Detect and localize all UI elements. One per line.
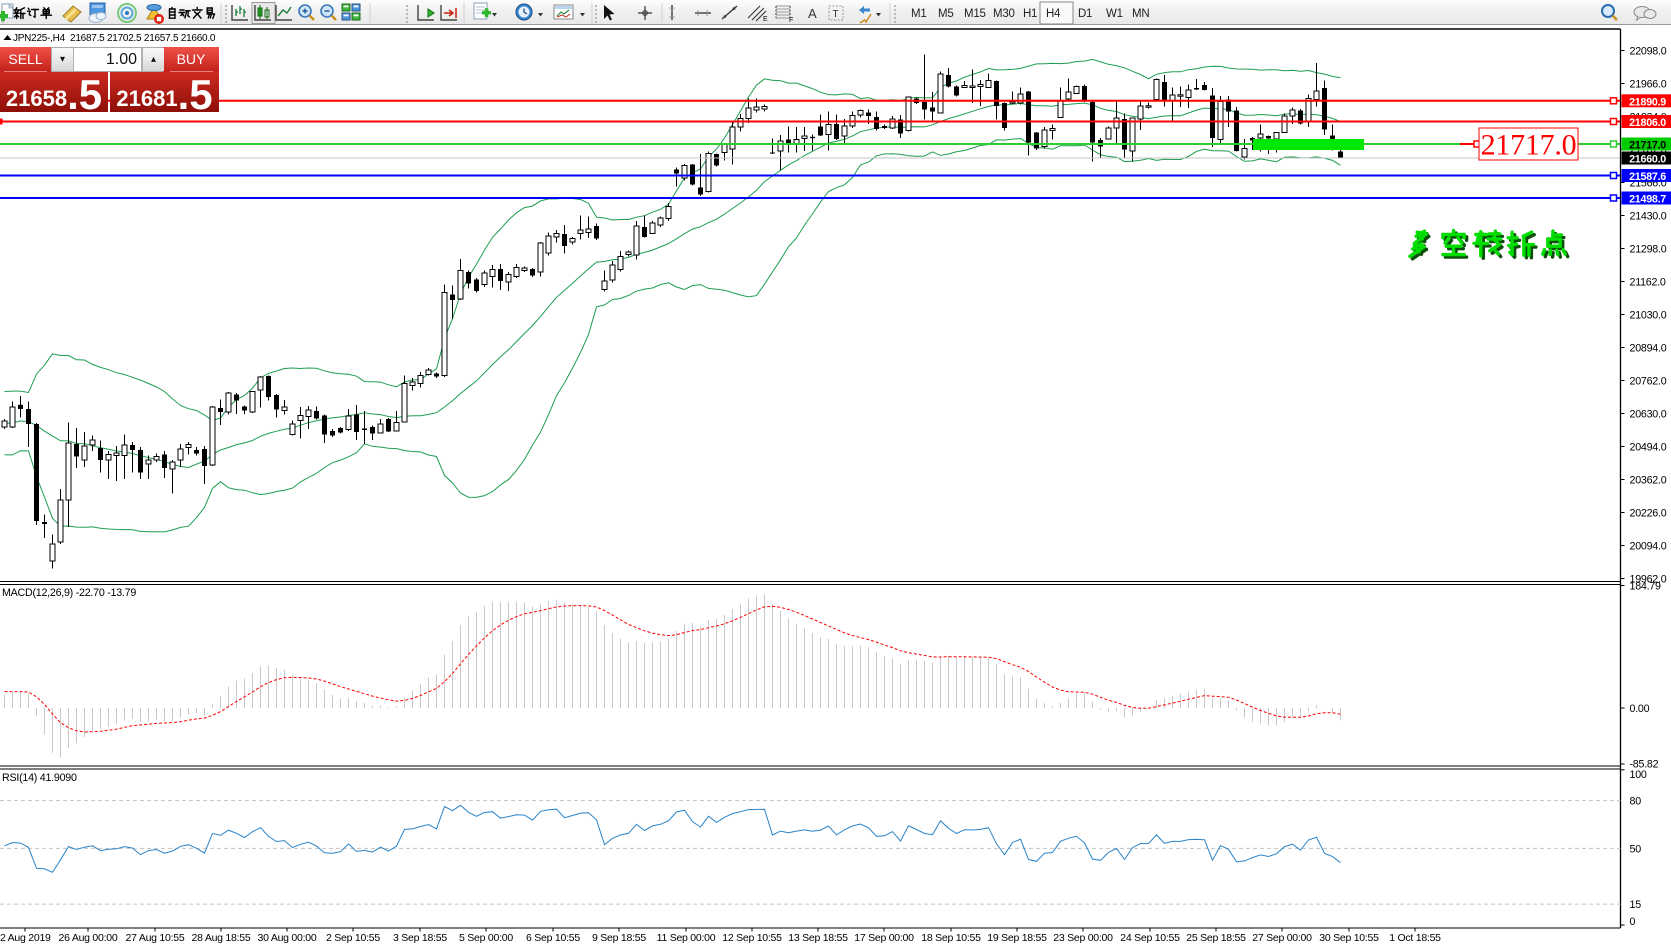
svg-text:20494.0: 20494.0: [1630, 442, 1667, 454]
svg-text:MN: MN: [1132, 8, 1149, 20]
svg-text:21498.7: 21498.7: [1629, 194, 1666, 206]
svg-text:21717.0: 21717.0: [1629, 140, 1666, 152]
svg-text:2 Aug 2019: 2 Aug 2019: [0, 932, 51, 944]
svg-text:11 Sep 00:00: 11 Sep 00:00: [657, 932, 716, 944]
svg-text:9 Sep 18:55: 9 Sep 18:55: [592, 932, 646, 944]
svg-text:21430.0: 21430.0: [1630, 211, 1667, 223]
svg-text:23 Sep 00:00: 23 Sep 00:00: [1053, 932, 1113, 944]
svg-text:RSI(14) 41.9090: RSI(14) 41.9090: [2, 772, 77, 784]
svg-text:12 Sep 10:55: 12 Sep 10:55: [722, 932, 782, 944]
svg-text:H1: H1: [1023, 8, 1037, 20]
svg-text:M15: M15: [964, 8, 986, 20]
svg-text:MACD(12,26,9) -22.70 -13.79: MACD(12,26,9) -22.70 -13.79: [2, 587, 136, 599]
svg-text:19 Sep 18:55: 19 Sep 18:55: [987, 932, 1047, 944]
svg-text:6 Sep 10:55: 6 Sep 10:55: [526, 932, 580, 944]
svg-text:20630.0: 20630.0: [1630, 409, 1667, 421]
svg-text:13 Sep 18:55: 13 Sep 18:55: [788, 932, 848, 944]
svg-text:21806.0: 21806.0: [1629, 117, 1666, 129]
svg-text:100: 100: [1630, 769, 1647, 781]
svg-text:2 Sep 10:55: 2 Sep 10:55: [326, 932, 380, 944]
svg-text:0.00: 0.00: [1630, 703, 1650, 715]
svg-text:M1: M1: [911, 8, 926, 20]
svg-text:20226.0: 20226.0: [1630, 508, 1667, 520]
svg-text:20362.0: 20362.0: [1630, 475, 1667, 487]
svg-text:T: T: [833, 9, 839, 20]
svg-text:21030.0: 21030.0: [1630, 310, 1667, 322]
svg-text:M5: M5: [938, 8, 953, 20]
svg-text:20894.0: 20894.0: [1630, 343, 1667, 355]
svg-text:D1: D1: [1078, 8, 1092, 20]
svg-text:28 Aug 18:55: 28 Aug 18:55: [192, 932, 251, 944]
svg-text:21587.6: 21587.6: [1629, 171, 1666, 183]
svg-text:W1: W1: [1106, 8, 1123, 20]
svg-text:19962.0: 19962.0: [1630, 574, 1667, 586]
svg-text:30 Aug 00:00: 30 Aug 00:00: [258, 932, 317, 944]
svg-text:27 Aug 10:55: 27 Aug 10:55: [126, 932, 185, 944]
svg-text:21966.0: 21966.0: [1630, 79, 1667, 91]
svg-text:5 Sep 00:00: 5 Sep 00:00: [459, 932, 513, 944]
svg-text:17 Sep 00:00: 17 Sep 00:00: [854, 932, 914, 944]
svg-text:21717.0: 21717.0: [1481, 129, 1577, 162]
svg-text:21298.0: 21298.0: [1630, 244, 1667, 256]
svg-text:50: 50: [1630, 843, 1642, 855]
svg-text:H4: H4: [1046, 8, 1061, 20]
svg-text:26 Aug 00:00: 26 Aug 00:00: [59, 932, 118, 944]
svg-text:30 Sep 10:55: 30 Sep 10:55: [1319, 932, 1379, 944]
svg-text:-85.82: -85.82: [1630, 759, 1659, 771]
svg-text:80: 80: [1630, 796, 1642, 808]
svg-text:21660.0: 21660.0: [1629, 154, 1666, 166]
svg-text:0: 0: [1630, 916, 1636, 928]
svg-text:184.79: 184.79: [1630, 581, 1661, 593]
svg-text:3 Sep 18:55: 3 Sep 18:55: [393, 932, 447, 944]
svg-text:1 Oct 18:55: 1 Oct 18:55: [1389, 932, 1441, 944]
svg-text:21162.0: 21162.0: [1630, 277, 1666, 289]
svg-text:18 Sep 10:55: 18 Sep 10:55: [921, 932, 981, 944]
svg-text:M30: M30: [993, 8, 1015, 20]
svg-text:24 Sep 10:55: 24 Sep 10:55: [1120, 932, 1180, 944]
svg-text:JPN225-,H4 21687.5 21702.5 21: JPN225-,H4 21687.5 21702.5 21657.5 21660…: [13, 33, 216, 44]
svg-text:15: 15: [1630, 899, 1642, 911]
svg-text:20762.0: 20762.0: [1630, 376, 1667, 388]
svg-text:25 Sep 18:55: 25 Sep 18:55: [1186, 932, 1246, 944]
svg-text:21890.9: 21890.9: [1629, 96, 1666, 108]
svg-text:22098.0: 22098.0: [1630, 46, 1667, 58]
svg-text:27 Sep 00:00: 27 Sep 00:00: [1252, 932, 1312, 944]
svg-text:F: F: [789, 17, 793, 24]
svg-text:A: A: [808, 6, 817, 21]
svg-text:20094.0: 20094.0: [1630, 541, 1667, 553]
svg-text:E: E: [763, 16, 768, 23]
